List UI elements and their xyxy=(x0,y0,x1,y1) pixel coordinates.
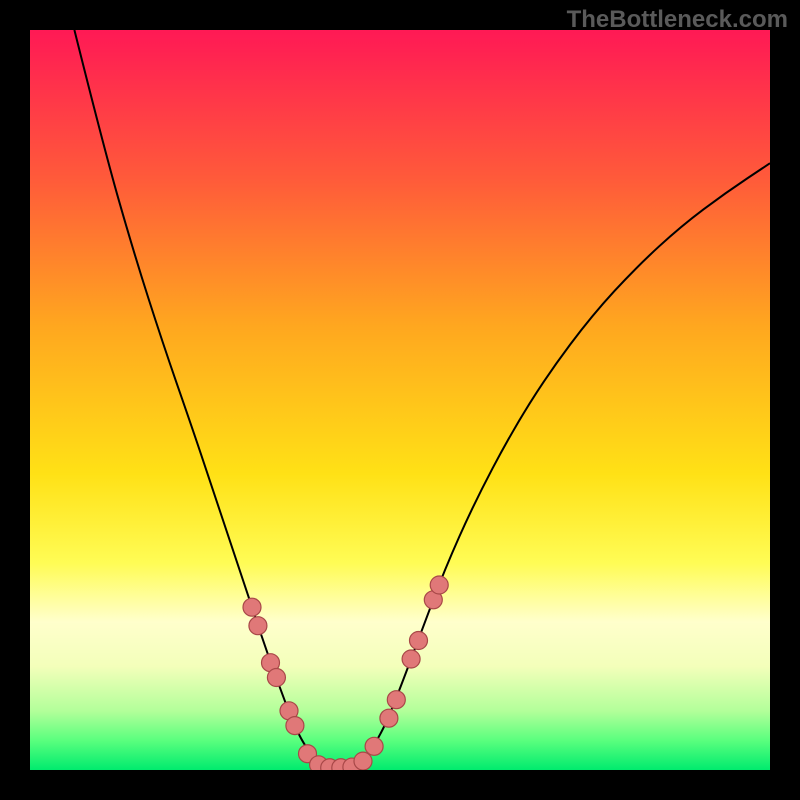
data-point xyxy=(365,737,383,755)
data-point xyxy=(286,717,304,735)
data-point xyxy=(410,632,428,650)
data-point xyxy=(243,598,261,616)
watermark-text: TheBottleneck.com xyxy=(567,6,788,34)
data-point xyxy=(402,650,420,668)
gradient-background xyxy=(30,30,770,770)
chart-svg xyxy=(30,30,770,770)
data-point xyxy=(380,709,398,727)
data-point xyxy=(267,669,285,687)
data-point xyxy=(249,617,267,635)
data-point xyxy=(354,752,372,770)
plot-area xyxy=(30,30,770,770)
data-point xyxy=(430,576,448,594)
data-point xyxy=(387,691,405,709)
chart-container: TheBottleneck.com xyxy=(0,0,800,800)
